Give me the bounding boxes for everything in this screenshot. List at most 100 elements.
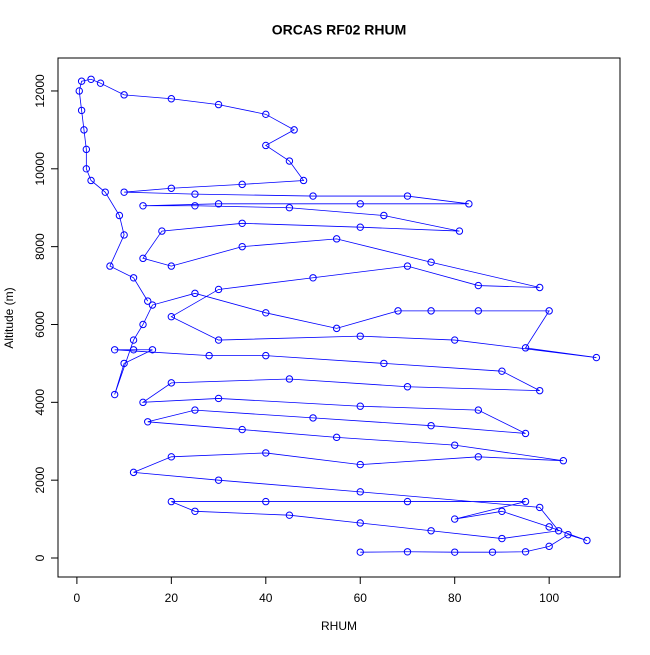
data-point [120,231,128,239]
data-point [262,110,270,119]
data-point [82,165,91,173]
data-point [474,406,483,414]
data-point [106,262,114,270]
data-point [474,307,483,315]
x-tick-label: 0 [74,591,81,605]
data-point [167,95,176,103]
chart-title: ORCAS RF02 RHUM [272,22,407,38]
data-point [115,211,124,220]
data-point [498,367,506,375]
data-point [120,359,128,368]
data-point [262,497,270,506]
data-point [403,548,412,556]
data-point [403,262,412,270]
data-point [559,457,568,465]
data-point [498,534,506,543]
data-point [356,200,364,208]
data-point [545,542,553,551]
data-point [214,394,223,403]
data-point [238,219,246,227]
data-point [521,344,530,352]
data-point [309,414,317,422]
data-point [564,530,572,539]
data-point [427,307,435,315]
data-point [332,324,341,333]
data-point [451,548,459,556]
data-point [536,503,544,512]
data-point [262,351,270,360]
data-point [554,527,563,535]
data-point [139,202,147,210]
data-point [191,190,199,198]
data-point [120,188,128,196]
x-tick-label: 100 [539,591,559,605]
data-point [403,383,412,391]
data-point [403,192,412,200]
data-point [167,379,176,387]
data-point [205,351,213,360]
data-point [129,468,138,477]
data-point [191,507,199,516]
data-point [139,254,147,263]
data-point [167,453,176,461]
x-tick-label: 20 [165,591,179,605]
data-point [144,297,152,305]
x-tick-label: 80 [448,591,462,605]
data-point [262,309,270,317]
data-point [332,235,341,243]
data-line [78,78,597,553]
data-point [545,307,553,315]
data-point [521,548,530,556]
data-point [167,262,176,270]
data-point [356,488,364,496]
data-point [148,301,157,309]
data-point [191,289,199,298]
data-point [77,106,86,115]
y-axis-label: Altitude (m) [2,287,16,348]
data-point [290,126,298,134]
data-point [403,497,412,506]
data-point [451,441,459,449]
x-axis-label: RHUM [321,619,357,633]
data-point [262,449,270,457]
data-point [238,425,246,434]
data-point [356,548,364,556]
data-point [309,192,317,200]
data-point [356,223,364,231]
y-tick-label: 12000 [33,74,47,108]
data-point [451,515,459,523]
data-point [427,421,435,430]
data-point [474,453,483,461]
data-point [262,141,270,150]
data-point [110,390,119,399]
data-point [427,258,435,266]
data-point [87,176,95,185]
data-point [394,307,402,315]
y-tick-label: 8000 [33,233,47,260]
data-point [87,75,95,83]
y-tick-label: 0 [33,554,47,561]
data-point [299,176,308,185]
data-point [545,523,553,531]
data-point [110,346,119,354]
data-point [167,184,176,192]
data-point [129,274,138,282]
data-point [214,200,223,208]
data-point [332,433,341,442]
data-point [167,497,176,506]
data-point [148,346,157,354]
data-point [80,126,88,134]
data-point [356,460,364,469]
data-point [139,320,147,329]
y-tick-label: 4000 [33,389,47,416]
data-point [427,527,435,535]
data-point [285,375,294,383]
data-point [129,336,138,344]
data-point [536,283,544,292]
data-point [96,79,105,87]
data-point [214,100,223,109]
data-point [238,242,246,251]
data-point [356,402,364,410]
